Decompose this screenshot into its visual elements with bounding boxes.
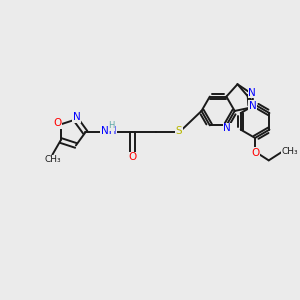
Text: N: N [73,112,81,122]
Text: H: H [109,121,115,130]
Text: N: N [224,123,231,133]
Text: NH: NH [101,127,116,136]
Text: N: N [249,100,257,111]
Text: CH₃: CH₃ [44,155,61,164]
Text: S: S [176,127,182,136]
Text: O: O [128,152,136,162]
Text: O: O [251,148,259,158]
Text: N: N [248,88,256,98]
Text: O: O [54,118,62,128]
Text: CH₃: CH₃ [282,147,298,156]
